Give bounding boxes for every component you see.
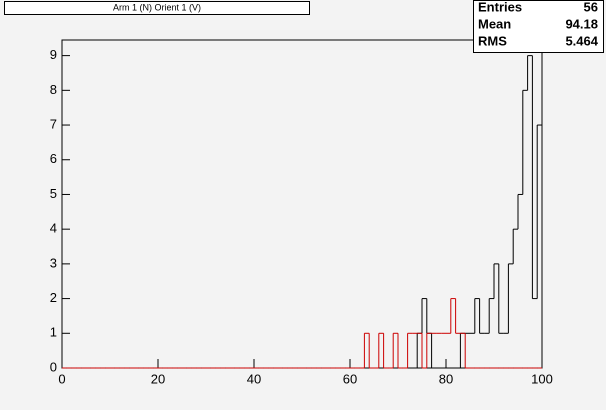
- y-tick-label: 9: [50, 47, 57, 62]
- stats-label: Entries: [478, 0, 522, 14]
- y-tick-label: 1: [50, 325, 57, 340]
- frame: [61, 39, 543, 369]
- y-tick-label: 6: [50, 151, 57, 166]
- stats-value: 5.464: [565, 33, 598, 48]
- y-tick-label: 0: [50, 359, 57, 374]
- stats-value: 94.18: [565, 16, 598, 31]
- stats-frame: [473, 0, 604, 53]
- y-tick-label: 4: [50, 221, 57, 236]
- x-tick-label: 40: [247, 371, 261, 386]
- x-tick-label: 0: [58, 371, 65, 386]
- x-tick-label: 60: [343, 371, 357, 386]
- y-tick-label: 3: [50, 255, 57, 270]
- chart-title: Arm 1 (N) Orient 1 (V): [113, 2, 201, 12]
- stats-box: Entries 56 Mean 94.18 RMS 5.464: [473, 0, 604, 53]
- stats-label: Mean: [478, 16, 511, 31]
- x-tick-label: 100: [531, 371, 553, 386]
- y-tick-label: 8: [50, 82, 57, 97]
- x-tick-label: 80: [439, 371, 453, 386]
- stats-label: RMS: [478, 33, 507, 48]
- stats-value: 56: [584, 0, 598, 14]
- title-box: [4, 1, 310, 15]
- y-tick-label: 7: [50, 116, 57, 131]
- y-tick-label: 2: [50, 290, 57, 305]
- y-tick-label: 5: [50, 186, 57, 201]
- plot: 0 1 2 3 4 5 6 7 8 9 0 20 40 60 80 100: [50, 47, 553, 386]
- x-tick-label: 20: [151, 371, 165, 386]
